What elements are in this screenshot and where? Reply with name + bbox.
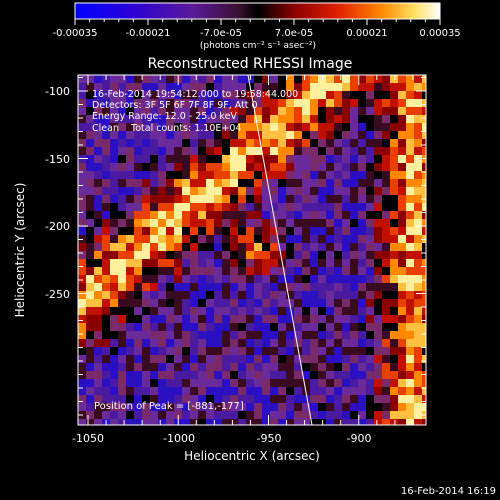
image-heatmap xyxy=(78,75,426,425)
colorbar-tick-label: -0.00035 xyxy=(53,28,98,39)
y-tick-label: -250 xyxy=(45,288,70,301)
x-tick-label: -900 xyxy=(347,432,372,445)
x-tick-label: -1000 xyxy=(163,432,195,445)
annotation-peak-position: Position of Peak = [-881,-177] xyxy=(94,401,244,412)
axis-ticks xyxy=(78,75,426,425)
annotation-clean: Clean Total counts: 1.10E+04 xyxy=(92,123,241,134)
colorbar-tick-label: 0.00021 xyxy=(346,28,387,39)
x-tick-label: -1050 xyxy=(72,432,104,445)
annotation-time-range: 16-Feb-2014 19:54:12.000 to 19:58:44.000 xyxy=(92,89,298,100)
y-tick-label: -100 xyxy=(45,85,70,98)
x-axis-label: Heliocentric X (arcsec) xyxy=(184,449,320,463)
y-axis-label: Heliocentric Y (arcsec) xyxy=(13,183,27,318)
colorbar-tick-label: 0.00035 xyxy=(419,28,460,39)
colorbar-tick-label: -7.0e-05 xyxy=(200,28,242,39)
annotation-energy-range: Energy Range: 12.0 - 25.0 keV xyxy=(92,111,237,122)
plot-title: Reconstructed RHESSI Image xyxy=(148,56,353,72)
y-tick-label: -150 xyxy=(45,153,70,166)
annotation-detectors: Detectors: 3F 5F 6F 7F 8F 9F, Att 0 xyxy=(92,100,258,111)
footer-timestamp: 16-Feb-2014 16:19 xyxy=(401,486,496,497)
x-tick-label: -950 xyxy=(257,432,282,445)
colorbar-tick-label: 7.0e-05 xyxy=(275,28,313,39)
colorbar-ticks xyxy=(74,19,441,25)
colorbar-unit-label: (photons cm⁻² s⁻¹ asec⁻²) xyxy=(200,41,316,51)
colorbar xyxy=(74,2,441,20)
colorbar-tick-label: -0.00021 xyxy=(126,28,171,39)
solar-limb-line xyxy=(247,75,313,425)
y-tick-label: -200 xyxy=(45,220,70,233)
plot-frame xyxy=(77,74,427,426)
